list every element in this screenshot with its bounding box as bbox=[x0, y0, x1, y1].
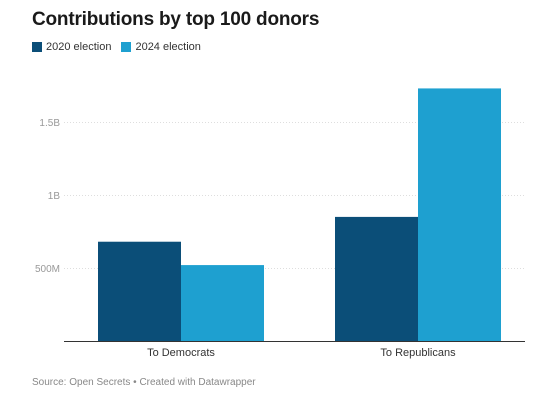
chart-legend: 2020 election 2024 election bbox=[32, 41, 211, 53]
bar-2024-democrats bbox=[181, 265, 264, 341]
y-tick-label: 1B bbox=[48, 191, 61, 202]
y-tick-label: 1.5B bbox=[39, 118, 60, 129]
legend-item-2024: 2024 election bbox=[121, 41, 201, 53]
x-tick-label: To Republicans bbox=[380, 347, 456, 359]
x-tick-label: To Democrats bbox=[147, 347, 215, 359]
bar-2024-republicans bbox=[418, 88, 501, 341]
legend-item-2020: 2020 election bbox=[32, 41, 111, 53]
legend-label-2020: 2020 election bbox=[46, 41, 112, 53]
bar-2020-republicans bbox=[335, 216, 418, 341]
y-tick-label: 500M bbox=[35, 264, 60, 275]
legend-swatch-2020 bbox=[32, 42, 42, 52]
source-note: Source: Open Secrets • Created with Data… bbox=[32, 377, 256, 388]
bar-2020-democrats bbox=[98, 241, 181, 341]
legend-swatch-2024 bbox=[121, 42, 132, 52]
chart-title: Contributions by top 100 donors bbox=[32, 9, 320, 30]
legend-label-2024: 2024 election bbox=[135, 41, 201, 53]
bar-chart: 500M 1B 1.5B To Democrats To Republicans bbox=[35, 88, 525, 359]
